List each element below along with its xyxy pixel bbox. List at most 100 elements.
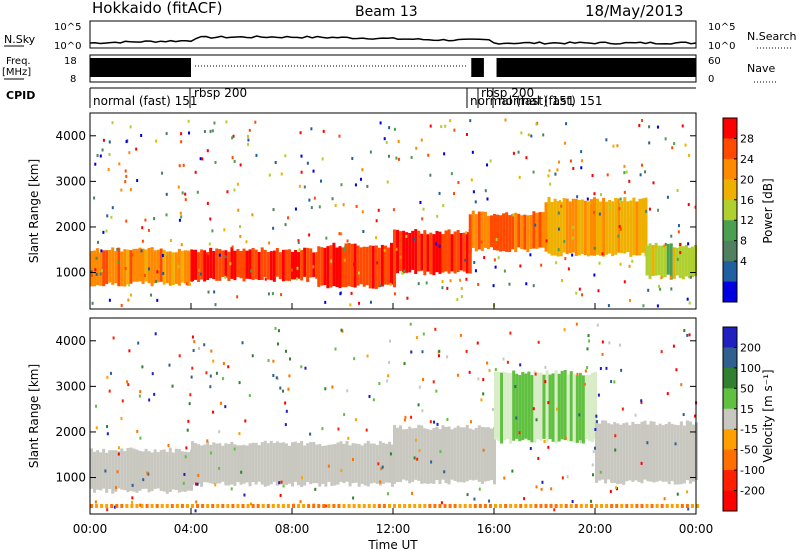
power-scatter <box>676 189 679 193</box>
freq-axis-top: 18 <box>64 56 77 67</box>
power-scatter <box>207 290 210 294</box>
beam-title: Beam 13 <box>355 4 418 20</box>
velocity-scatter <box>184 455 187 459</box>
velocity-ground <box>443 503 447 508</box>
velocity-scatter <box>331 385 334 389</box>
power-scatter <box>140 133 143 137</box>
velocity-scatter <box>488 499 491 503</box>
power-band <box>368 245 372 289</box>
power-scatter <box>218 253 221 257</box>
power-scatter <box>194 170 197 174</box>
velocity-ground <box>478 503 482 508</box>
velocity-ground <box>115 503 119 508</box>
power-band <box>438 231 442 274</box>
velocity-band <box>312 442 316 484</box>
velocity-band <box>180 451 184 492</box>
velocity-band <box>590 372 594 442</box>
velocity-ground <box>524 503 528 508</box>
power-scatter <box>150 293 153 297</box>
cpid-seg-4: rbsp 200 <box>481 86 534 100</box>
power-scatter <box>464 258 467 262</box>
velocity-band <box>126 447 130 493</box>
velocity-scatter <box>215 371 218 375</box>
velocity-band <box>480 426 484 484</box>
power-scatter <box>251 213 254 217</box>
power-band <box>654 242 658 276</box>
velocity-band <box>168 447 172 493</box>
power-band <box>320 247 324 286</box>
velocity-scatter <box>595 414 598 418</box>
power-scatter <box>354 183 357 187</box>
power-scatter <box>155 279 158 283</box>
velocity-ground <box>458 503 462 508</box>
velocity-scatter <box>347 436 350 440</box>
velocity-ground <box>670 503 674 508</box>
velocity-band <box>631 421 635 482</box>
velocity-band <box>162 449 166 492</box>
power-scatter <box>557 248 560 252</box>
power-colorbar: 28 24 20 16 12 8 4 <box>722 117 754 303</box>
velocity-scatter <box>410 350 413 354</box>
power-scatter <box>393 292 396 296</box>
velocity-scatter <box>494 368 497 372</box>
power-scatter <box>644 170 647 174</box>
power-scatter <box>361 210 364 214</box>
velocity-band <box>242 444 246 484</box>
power-colorbar-swatch <box>723 118 737 139</box>
cpid-seg-2: rbsp 200 <box>194 86 247 100</box>
velocity-scatter <box>136 429 139 433</box>
velocity-scatter <box>340 328 343 332</box>
nave-axis-bottom: 0 <box>708 74 714 85</box>
power-scatter <box>459 278 462 282</box>
velocity-band <box>524 373 528 439</box>
power-scatter <box>578 287 581 291</box>
power-band <box>672 247 676 279</box>
power-scatter <box>677 224 680 228</box>
velocity-band <box>432 427 436 484</box>
power-scatter <box>385 141 388 145</box>
velocity-band <box>200 445 204 487</box>
velocity-scatter <box>321 427 324 431</box>
power-scatter <box>526 230 529 234</box>
power-band <box>568 201 572 254</box>
velocity-ylabel: Slant Range [km] <box>27 364 41 468</box>
velocity-scatter <box>592 473 595 477</box>
velocity-scatter <box>139 390 142 394</box>
velocity-ground <box>145 503 149 508</box>
power-band <box>520 215 524 250</box>
power-scatter <box>180 140 183 144</box>
velocity-band <box>284 443 288 485</box>
power-scatter <box>129 293 132 297</box>
velocity-scatter <box>514 385 517 389</box>
velocity-scatter <box>465 349 468 353</box>
velocity-band <box>339 441 343 482</box>
velocity-scatter <box>212 359 215 363</box>
power-scatter <box>231 136 234 140</box>
power-band <box>315 252 319 279</box>
power-band <box>294 249 298 280</box>
power-scatter <box>598 261 601 265</box>
velocity-band <box>512 370 516 441</box>
power-band <box>102 250 106 287</box>
velocity-ground <box>347 503 351 508</box>
velocity-scatter <box>413 456 416 460</box>
velocity-scatter <box>127 383 130 387</box>
power-scatter <box>530 134 533 138</box>
power-scatter <box>141 226 144 230</box>
velocity-band <box>260 442 264 485</box>
power-band <box>693 244 698 277</box>
power-scatter <box>619 197 622 201</box>
velocity-scatter <box>601 340 604 344</box>
velocity-scatter <box>532 407 535 411</box>
power-scatter <box>162 271 165 275</box>
velocity-band <box>239 445 243 485</box>
power-band <box>651 244 655 276</box>
power-scatter <box>429 173 432 177</box>
velocity-scatter <box>586 366 589 370</box>
velocity-band <box>144 448 148 489</box>
power-band <box>212 250 216 280</box>
velocity-band <box>670 423 674 482</box>
velocity-band <box>563 370 567 441</box>
velocity-band <box>245 445 249 483</box>
power-scatter <box>623 171 626 175</box>
